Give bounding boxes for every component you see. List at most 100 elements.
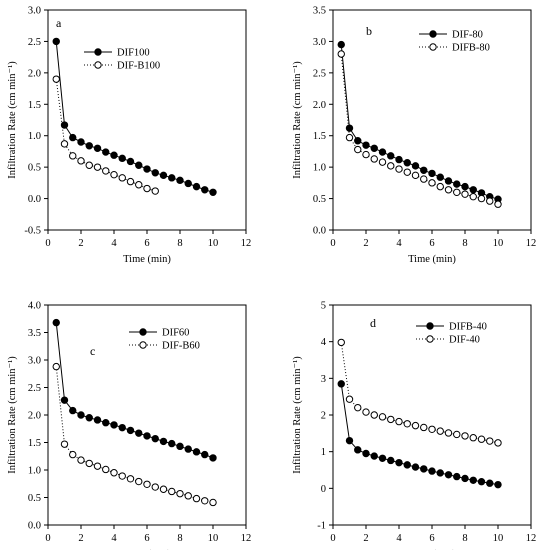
data-point [60,121,69,129]
y-tick-label: 0.5 [28,163,41,174]
data-point [469,192,477,201]
data-point [345,133,354,142]
panel-a: 0 2 4 6 8 10 12 -0.5 0.0 0.5 1.0 1.5 2.0 2.5 3.0 Time (… [7,6,251,266]
y-tick-label: 2.0 [313,100,326,111]
y-tick-label: 0.5 [28,493,41,504]
legend-entry: DIF-40 [416,335,480,346]
data-point [192,448,201,456]
data-point [395,155,403,164]
data-point [77,456,85,464]
data-point [461,182,469,191]
data-point [151,483,159,491]
data-point [159,171,168,180]
data-point [477,194,486,203]
data-point [428,169,436,178]
legend-entry: DIF-B100 [84,61,160,72]
data-point [192,494,201,503]
legend-label: DIF-80 [452,30,483,41]
series-DIF60 [52,318,217,462]
data-point [135,181,143,189]
y-tick-label: 1.0 [28,466,41,477]
data-point [159,437,168,446]
data-point [444,471,453,479]
data-point [428,179,436,187]
x-tick-label: 12 [241,238,252,249]
data-point [337,380,345,388]
data-point [411,171,420,180]
data-point [486,479,494,487]
data-point [102,167,110,175]
series-line [340,53,499,205]
data-point [337,338,345,347]
x-tick-label: 4 [396,533,402,544]
data-point [110,469,118,477]
data-point [102,465,110,474]
x-tick-label: 6 [429,533,434,544]
y-tick-label: 0 [321,484,326,495]
data-point [411,463,420,471]
y-tick-label: 1.0 [313,163,326,174]
data-point [453,188,461,196]
data-point [387,415,395,424]
x-tick-label: 2 [363,238,368,249]
data-point [93,416,102,424]
data-point [469,434,477,442]
y-tick-label: 2.5 [313,68,326,79]
data-point [110,421,118,429]
series-DIFB-40 [337,380,502,489]
data-point [209,498,217,507]
x-tick-label: 0 [45,533,50,544]
data-point [176,489,184,498]
data-point [77,411,85,419]
panel-label: a [56,16,62,30]
data-point [118,472,126,480]
y-tick-label: 3.0 [313,37,326,48]
data-point [77,157,85,165]
x-tick-label: 0 [45,238,50,249]
series-DIFB-80 [337,50,502,208]
data-point [436,469,444,477]
data-point [362,141,370,149]
y-tick-label: 3 [321,374,326,385]
data-point [395,417,403,426]
y-tick-label: -1 [317,521,326,532]
y-tick-label: -0.5 [24,226,41,237]
data-point [102,148,110,156]
data-point [93,163,102,171]
y-axis-title: Infiltration Rate (cm min⁻¹) [292,356,303,474]
data-point [453,430,461,439]
data-point [411,162,420,170]
y-tick-label: 3.5 [28,328,41,339]
data-point [77,138,85,146]
x-tick-label: 6 [429,238,434,249]
x-tick-label: 4 [396,238,402,249]
data-point [354,145,362,154]
data-point [69,152,77,160]
plot-frame [47,9,247,231]
data-point [52,318,60,327]
data-point [420,175,428,183]
data-point [494,439,502,447]
data-point [151,434,159,443]
data-point [494,480,502,489]
y-tick-label: 1.5 [313,131,326,142]
x-tick-label: 10 [493,238,504,249]
data-point [370,144,378,152]
data-point [444,186,453,194]
data-point [469,476,477,484]
x-tick-label: 8 [462,533,467,544]
x-tick-label: 10 [208,533,219,544]
legend-label: DIF60 [162,328,189,339]
legend-label: DIFB-40 [449,322,487,333]
data-point [201,186,209,194]
y-tick-label: 2.0 [28,411,41,422]
data-point [192,182,201,191]
data-point [135,161,143,169]
legend-marker [429,30,437,38]
data-point [387,152,395,160]
data-point [118,423,126,432]
data-point [420,166,428,174]
data-point [151,187,159,195]
data-point [135,429,143,437]
data-point [85,459,93,468]
